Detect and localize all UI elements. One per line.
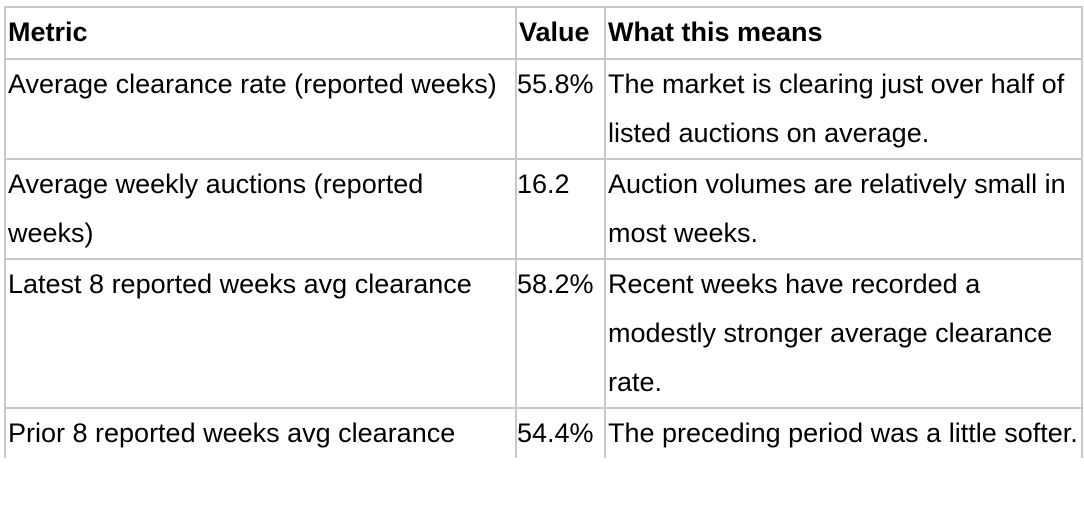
metrics-table-container: Metric Value What this means Average cle…	[4, 6, 1083, 458]
table-row: Average weekly auctions (reported weeks)…	[4, 158, 1083, 260]
metrics-table: Metric Value What this means Average cle…	[4, 6, 1083, 458]
metric-cell: Prior 8 reported weeks avg clearance	[4, 407, 517, 458]
value-cell: 16.2	[515, 158, 606, 260]
metric-cell: Latest 8 reported weeks avg clearance	[4, 258, 517, 409]
meaning-cell: The preceding period was a little softer…	[604, 407, 1083, 458]
metric-cell: Average weekly auctions (reported weeks)	[4, 158, 517, 260]
value-cell: 58.2%	[515, 258, 606, 409]
table-row: Latest 8 reported weeks avg clearance 58…	[4, 258, 1083, 409]
table-row: Prior 8 reported weeks avg clearance 54.…	[4, 407, 1083, 458]
column-header-meaning: What this means	[604, 6, 1083, 60]
column-header-value: Value	[515, 6, 606, 60]
meaning-cell: Auction volumes are relatively small in …	[604, 158, 1083, 260]
meaning-cell: The market is clearing just over half of…	[604, 58, 1083, 160]
table-row: Average clearance rate (reported weeks) …	[4, 58, 1083, 160]
meaning-cell: Recent weeks have recorded a modestly st…	[604, 258, 1083, 409]
table-header-row: Metric Value What this means	[4, 6, 1083, 60]
value-cell: 54.4%	[515, 407, 606, 458]
value-cell: 55.8%	[515, 58, 606, 160]
metric-cell: Average clearance rate (reported weeks)	[4, 58, 517, 160]
column-header-metric: Metric	[4, 6, 517, 60]
